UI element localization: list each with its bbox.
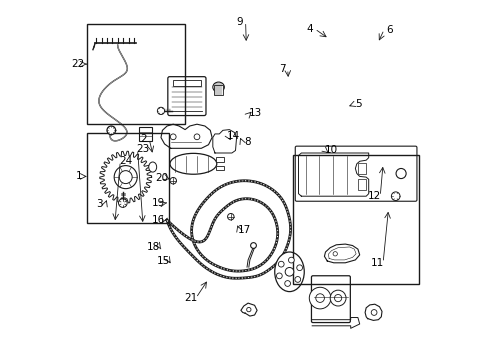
Polygon shape	[365, 304, 381, 320]
Polygon shape	[241, 303, 257, 316]
Text: 15: 15	[157, 256, 170, 266]
Text: 9: 9	[236, 17, 243, 27]
Text: 17: 17	[237, 225, 251, 235]
Circle shape	[285, 267, 293, 276]
Text: 13: 13	[248, 108, 262, 118]
Circle shape	[246, 307, 250, 312]
Ellipse shape	[212, 82, 224, 92]
Bar	[139, 127, 152, 141]
Circle shape	[107, 126, 115, 135]
Polygon shape	[298, 153, 368, 196]
Circle shape	[250, 243, 256, 248]
Circle shape	[114, 166, 137, 189]
Ellipse shape	[148, 162, 156, 172]
Bar	[357, 163, 365, 174]
Polygon shape	[311, 318, 359, 328]
Text: 24: 24	[119, 156, 132, 166]
Circle shape	[227, 213, 234, 220]
Circle shape	[390, 192, 399, 201]
Bar	[87, 24, 185, 124]
Text: 3: 3	[96, 199, 103, 210]
Bar	[172, 80, 201, 86]
Circle shape	[315, 294, 324, 302]
Circle shape	[194, 134, 200, 140]
Circle shape	[309, 287, 330, 309]
Text: 23: 23	[136, 144, 149, 154]
Circle shape	[170, 134, 176, 140]
FancyBboxPatch shape	[311, 276, 349, 323]
Text: 14: 14	[226, 131, 240, 141]
Bar	[292, 155, 418, 284]
Text: 6: 6	[386, 24, 392, 35]
Bar	[357, 179, 365, 190]
Text: 11: 11	[370, 258, 384, 268]
Bar	[215, 157, 223, 162]
Circle shape	[296, 265, 302, 271]
Circle shape	[334, 294, 341, 302]
Circle shape	[284, 280, 290, 286]
Text: 8: 8	[244, 137, 250, 147]
Text: 16: 16	[151, 215, 164, 225]
Ellipse shape	[274, 252, 304, 292]
FancyBboxPatch shape	[167, 77, 205, 116]
Bar	[215, 166, 223, 170]
Bar	[214, 85, 223, 95]
Text: 10: 10	[324, 145, 337, 156]
Text: 4: 4	[305, 24, 312, 34]
Text: 20: 20	[155, 173, 168, 183]
Circle shape	[157, 107, 164, 114]
Circle shape	[118, 199, 127, 207]
Ellipse shape	[170, 153, 216, 174]
Circle shape	[288, 257, 294, 263]
Text: 18: 18	[147, 242, 160, 252]
Circle shape	[332, 252, 337, 256]
Polygon shape	[212, 130, 236, 153]
Circle shape	[276, 273, 282, 279]
Text: 21: 21	[183, 293, 197, 303]
Circle shape	[170, 177, 176, 184]
Text: 2: 2	[140, 134, 147, 144]
Circle shape	[119, 171, 132, 184]
Text: 1: 1	[76, 171, 83, 181]
Text: 12: 12	[367, 191, 381, 201]
Circle shape	[395, 168, 406, 179]
Circle shape	[329, 290, 346, 306]
Text: 22: 22	[71, 59, 84, 69]
Circle shape	[294, 276, 300, 282]
Polygon shape	[161, 124, 212, 148]
Text: 7: 7	[279, 64, 285, 74]
Circle shape	[370, 310, 376, 315]
Text: 19: 19	[151, 198, 164, 208]
FancyBboxPatch shape	[295, 146, 416, 201]
Text: 5: 5	[355, 99, 362, 109]
Polygon shape	[324, 244, 359, 263]
Circle shape	[278, 261, 284, 267]
Bar	[87, 133, 168, 223]
